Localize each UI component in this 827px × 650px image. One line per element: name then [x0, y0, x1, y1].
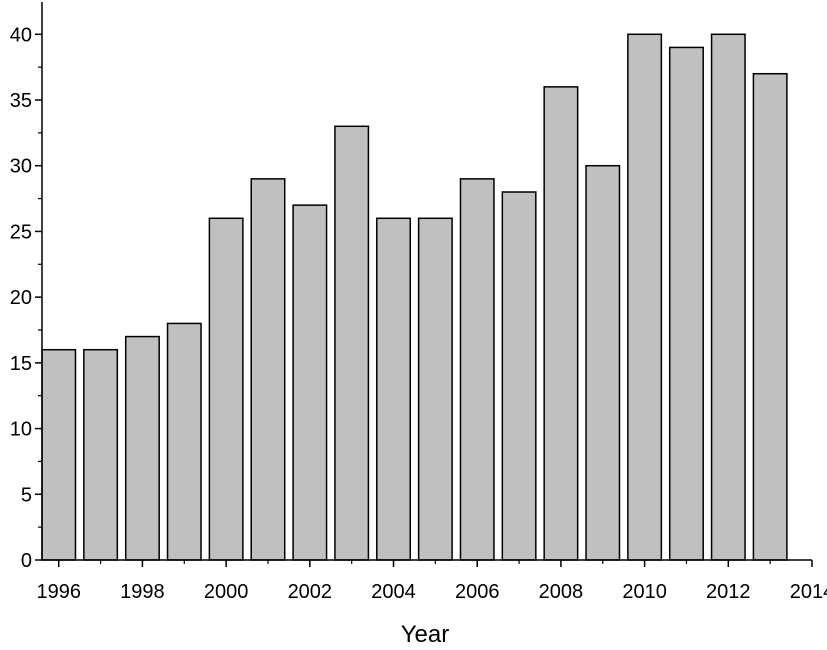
bar-1996: [41, 348, 77, 561]
y-tick-label-30: 30: [10, 156, 32, 178]
bar-1998: [124, 335, 160, 561]
y-tick-label-20: 20: [10, 287, 32, 309]
y-tick-label-10: 10: [10, 419, 32, 441]
bar-2007: [501, 191, 537, 561]
y-tick-label-5: 5: [21, 484, 32, 506]
bar-2005: [417, 217, 453, 561]
bar-2003: [334, 125, 370, 561]
y-tick-label-0: 0: [21, 550, 32, 572]
bar-2012: [710, 33, 746, 561]
x-tick-label-2008: 2008: [539, 581, 584, 603]
x-tick-label-2002: 2002: [288, 581, 333, 603]
y-tick-label-25: 25: [10, 221, 32, 243]
bar-2010: [627, 33, 663, 561]
y-tick-label-35: 35: [10, 90, 32, 112]
y-tick-label-40: 40: [10, 24, 32, 46]
x-tick-label-2014: 2014: [790, 581, 827, 603]
axes-layer: 0 5 10 15 20 25 30 35 40 1996 1998 2000 2002 2004 2006…: [10, 2, 827, 603]
y-tick-label-15: 15: [10, 353, 32, 375]
bar-2011: [668, 46, 704, 561]
x-axis-title: Year: [401, 621, 450, 645]
bar-2002: [292, 204, 328, 561]
x-tick-label-2012: 2012: [706, 581, 751, 603]
bar-2006: [459, 178, 495, 561]
bar-2013: [752, 72, 788, 561]
x-tick-label-1996: 1996: [36, 581, 81, 603]
x-tick-label-2000: 2000: [204, 581, 249, 603]
bar-2004: [376, 217, 412, 561]
bar-2001: [250, 178, 286, 561]
bar-1997: [83, 348, 119, 561]
bars-layer: [41, 33, 788, 561]
x-tick-label-2004: 2004: [371, 581, 416, 603]
x-tick-label-2010: 2010: [622, 581, 667, 603]
x-tick-label-2006: 2006: [455, 581, 500, 603]
x-tick-label-1998: 1998: [120, 581, 165, 603]
bar-2008: [543, 86, 579, 561]
bar-2009: [585, 164, 621, 561]
bar-2000: [208, 217, 244, 561]
bar-1999: [166, 322, 202, 561]
